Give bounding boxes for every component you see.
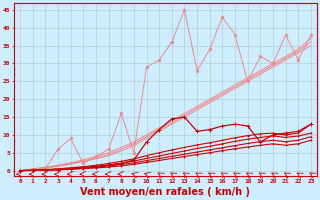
X-axis label: Vent moyen/en rafales ( km/h ): Vent moyen/en rafales ( km/h ) <box>81 187 251 197</box>
